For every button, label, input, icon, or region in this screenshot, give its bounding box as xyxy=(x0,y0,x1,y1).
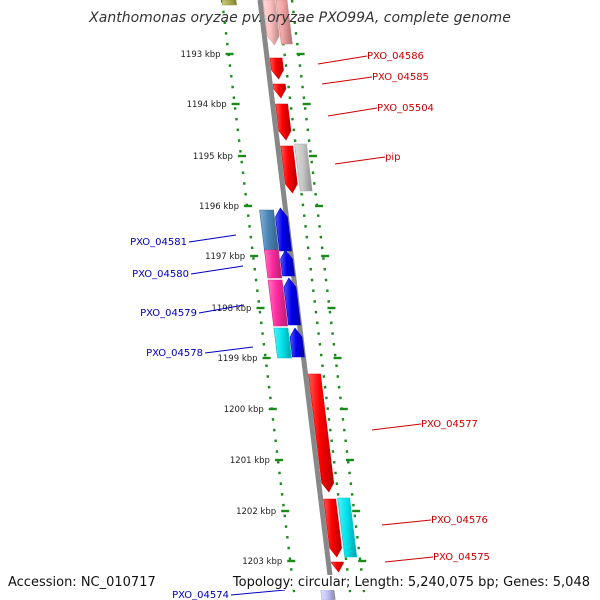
scale-tick-label: 1193 kbp xyxy=(181,50,221,60)
accession-text: Accession: NC_010717 xyxy=(8,575,156,590)
forward-gene-label: pip xyxy=(385,152,400,163)
forward-label-line xyxy=(334,156,386,165)
forward-gene-label: PXO_05504 xyxy=(377,103,434,114)
reverse-gene-label: PXO_04579 xyxy=(140,308,197,319)
reverse-label-line xyxy=(188,234,237,243)
scale-tick-label: 1197 kbp xyxy=(205,252,245,262)
forward-gene-label: PXO_04575 xyxy=(433,552,490,563)
reverse-gene-arrow xyxy=(280,249,295,277)
forward-gene-arrow xyxy=(275,103,292,141)
gene-tracks xyxy=(221,0,358,600)
scale-tick-label: 1194 kbp xyxy=(187,100,227,110)
scale-tick-label: 1199 kbp xyxy=(217,354,257,364)
genome-title: Xanthomonas oryzae pv. oryzae PXO99A, co… xyxy=(89,10,511,26)
reverse-label-line xyxy=(198,304,245,314)
forward-label-line xyxy=(371,423,422,431)
forward-gene-arrow xyxy=(272,83,287,99)
forward-gene-arrow xyxy=(323,498,342,558)
topology-text: Topology: circular; Length: 5,240,075 bp… xyxy=(232,575,590,590)
paralog-box xyxy=(273,327,292,359)
reverse-gene-label: PXO_04581 xyxy=(130,237,187,248)
scale-tick-label: 1196 kbp xyxy=(199,202,239,212)
forward-gene-label: PXO_04576 xyxy=(431,515,488,526)
reverse-gene-arrow xyxy=(283,277,301,326)
forward-label-line xyxy=(384,556,434,563)
scale-tick-label: 1198 kbp xyxy=(211,304,251,314)
forward-label-line xyxy=(321,76,373,85)
paralog-box xyxy=(275,0,293,45)
reverse-gene-label: PXO_04574 xyxy=(172,590,229,600)
paralog-box xyxy=(221,0,237,6)
forward-gene-arrow xyxy=(262,0,280,46)
forward-label-line xyxy=(381,519,432,526)
paralog-box xyxy=(294,143,313,192)
forward-gene-label: PXO_04577 xyxy=(421,419,478,430)
tick-ring: 1193 kbp 1194 kbp 1195 kbp 1196 kbp 1197 kbp… xyxy=(181,0,367,600)
reverse-label-line xyxy=(230,589,286,596)
forward-gene-arrow xyxy=(308,373,335,493)
reverse-label-line xyxy=(204,346,254,354)
reverse-gene-label: PXO_04578 xyxy=(146,348,203,359)
reverse-gene-label: PXO_04580 xyxy=(132,269,189,280)
forward-gene-arrow xyxy=(280,145,298,194)
scale-tick-label: 1202 kbp xyxy=(236,507,276,517)
scale-tick-label: 1201 kbp xyxy=(230,456,270,466)
scale-tick-label: 1203 kbp xyxy=(242,557,282,567)
reverse-gene-arrow xyxy=(289,327,305,358)
forward-gene-label: PXO_04586 xyxy=(367,51,424,62)
scale-tick-label: 1195 kbp xyxy=(193,152,233,162)
scale-tick-label: 1200 kbp xyxy=(224,405,264,415)
forward-gene-arrow xyxy=(331,561,344,573)
forward-label-line xyxy=(317,55,368,65)
paralog-box xyxy=(264,249,283,279)
forward-gene-arrow xyxy=(269,57,284,80)
paralog-box xyxy=(337,497,358,558)
paralog-box xyxy=(267,279,289,327)
forward-gene-label: PXO_04585 xyxy=(372,72,429,83)
forward-label-line xyxy=(327,107,378,117)
reverse-label-line xyxy=(190,265,244,275)
